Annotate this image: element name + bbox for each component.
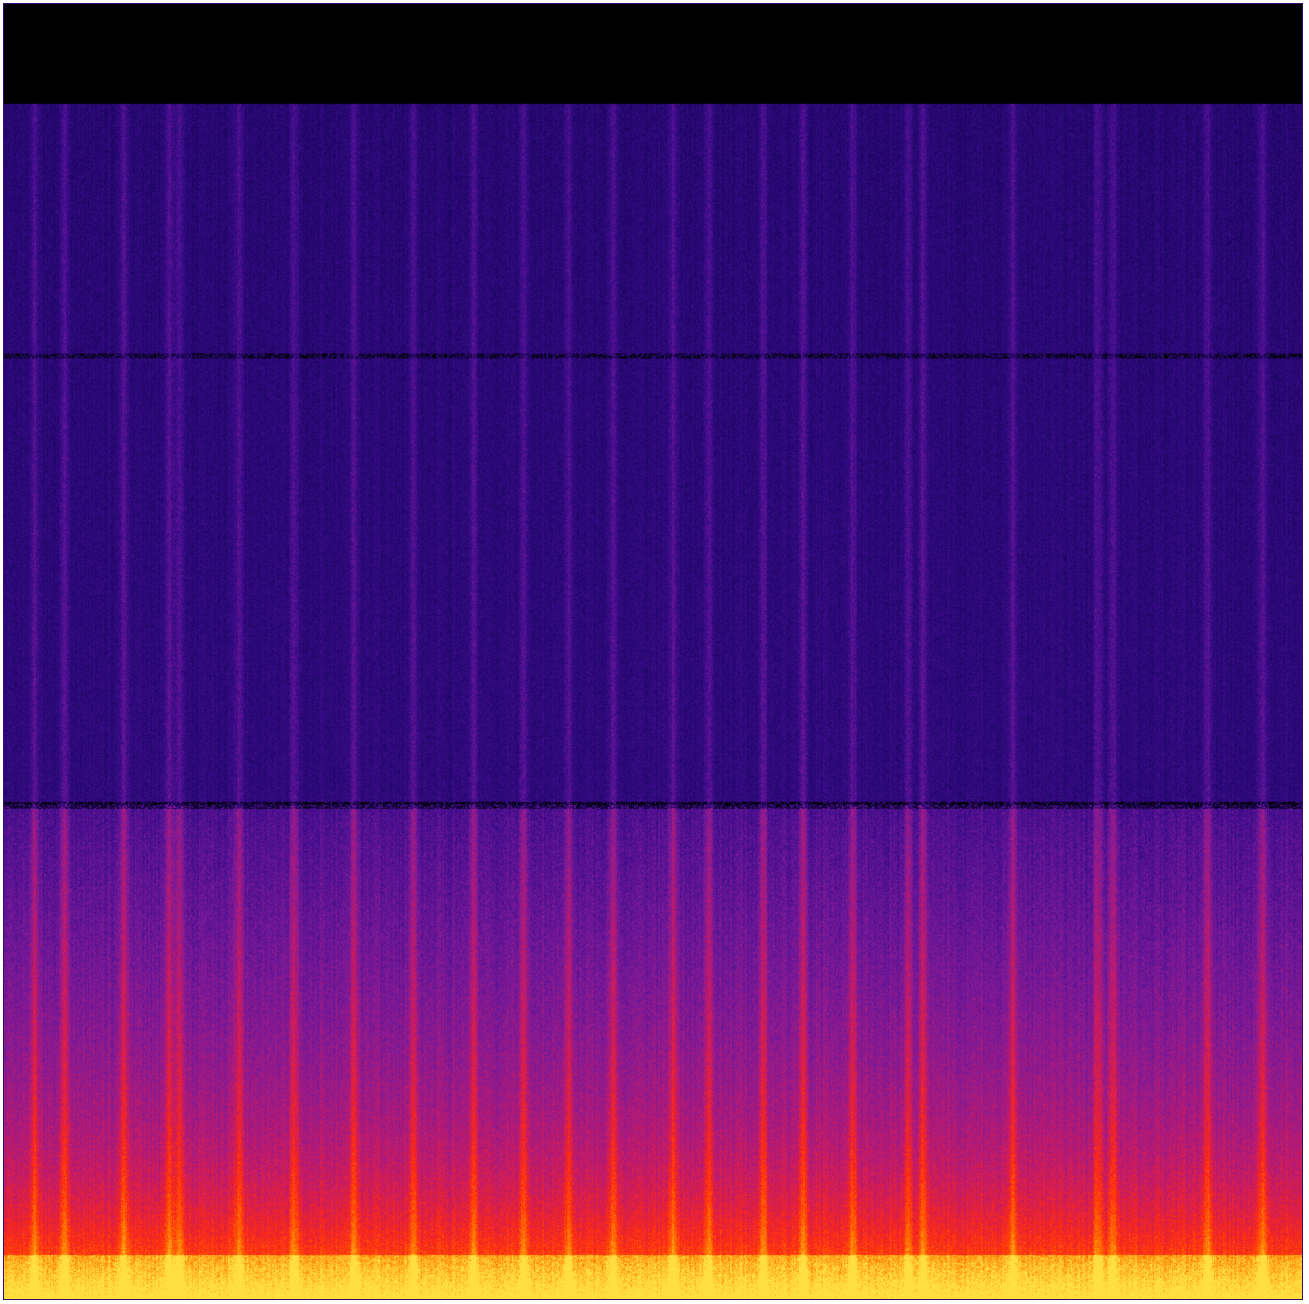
spectrogram-image	[3, 3, 1303, 1300]
